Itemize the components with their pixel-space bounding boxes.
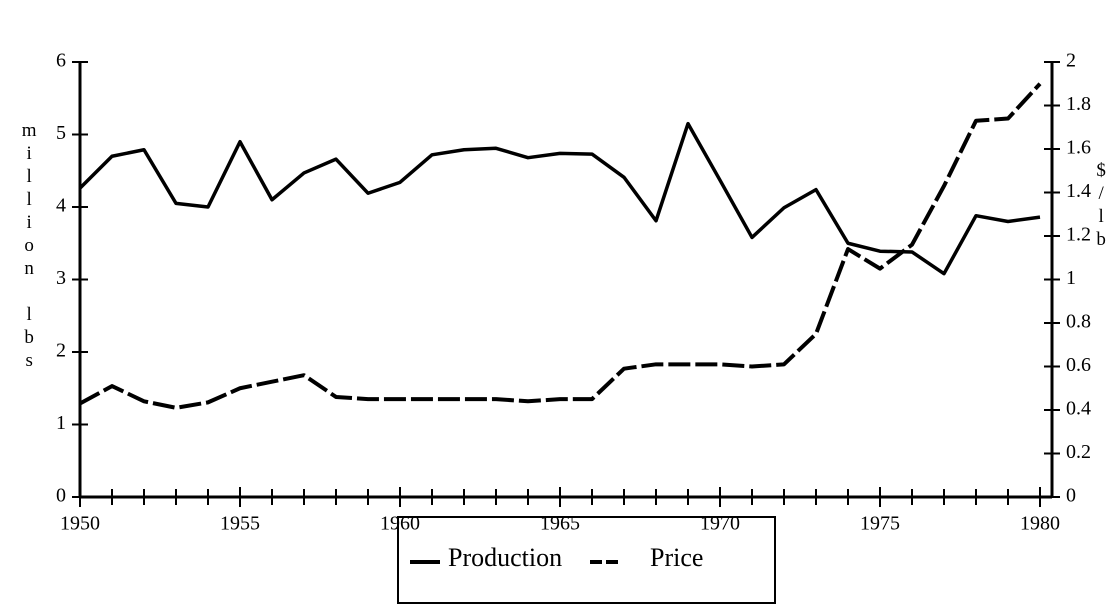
series-line bbox=[78, 121, 1041, 276]
y-tick-label: 4 bbox=[56, 195, 66, 217]
legend-label: Price bbox=[650, 543, 703, 572]
x-tick-label: 1970 bbox=[700, 513, 740, 535]
y-tick-label: 2 bbox=[56, 340, 66, 362]
y2-tick-label: 1.6 bbox=[1066, 137, 1091, 159]
y2-tick-label: 0.4 bbox=[1066, 398, 1091, 420]
y2-tick-label: 0.8 bbox=[1066, 311, 1091, 333]
y2-tick-label: 1.4 bbox=[1066, 180, 1091, 202]
x-tick-label: 1965 bbox=[540, 513, 580, 535]
y2-tick-label: 1.8 bbox=[1066, 93, 1091, 115]
legend-label: Production bbox=[448, 543, 562, 572]
y-tick-label: 5 bbox=[56, 122, 66, 144]
x-tick-label: 1955 bbox=[220, 513, 260, 535]
x-tick-label: 1960 bbox=[380, 513, 420, 535]
y-tick-label: 0 bbox=[56, 485, 66, 507]
y2-tick-label: 1 bbox=[1066, 267, 1076, 289]
y2-tick-label: 1.2 bbox=[1066, 224, 1091, 246]
y-tick-label: 3 bbox=[56, 267, 66, 289]
x-tick-label: 1975 bbox=[860, 513, 900, 535]
series-line bbox=[79, 82, 1042, 410]
legend-box bbox=[397, 516, 776, 604]
y2-tick-label: 0.2 bbox=[1066, 441, 1091, 463]
x-tick-label: 1980 bbox=[1020, 513, 1060, 535]
y-axis-label: million lbs bbox=[19, 120, 40, 373]
y2-tick-label: 0 bbox=[1066, 485, 1076, 507]
y2-tick-label: 2 bbox=[1066, 50, 1076, 72]
y-tick-label: 1 bbox=[56, 412, 66, 434]
y-tick-label: 6 bbox=[56, 50, 66, 72]
y2-axis-label: $/lb bbox=[1091, 160, 1112, 252]
y2-tick-label: 0.6 bbox=[1066, 354, 1091, 376]
x-tick-label: 1950 bbox=[60, 513, 100, 535]
